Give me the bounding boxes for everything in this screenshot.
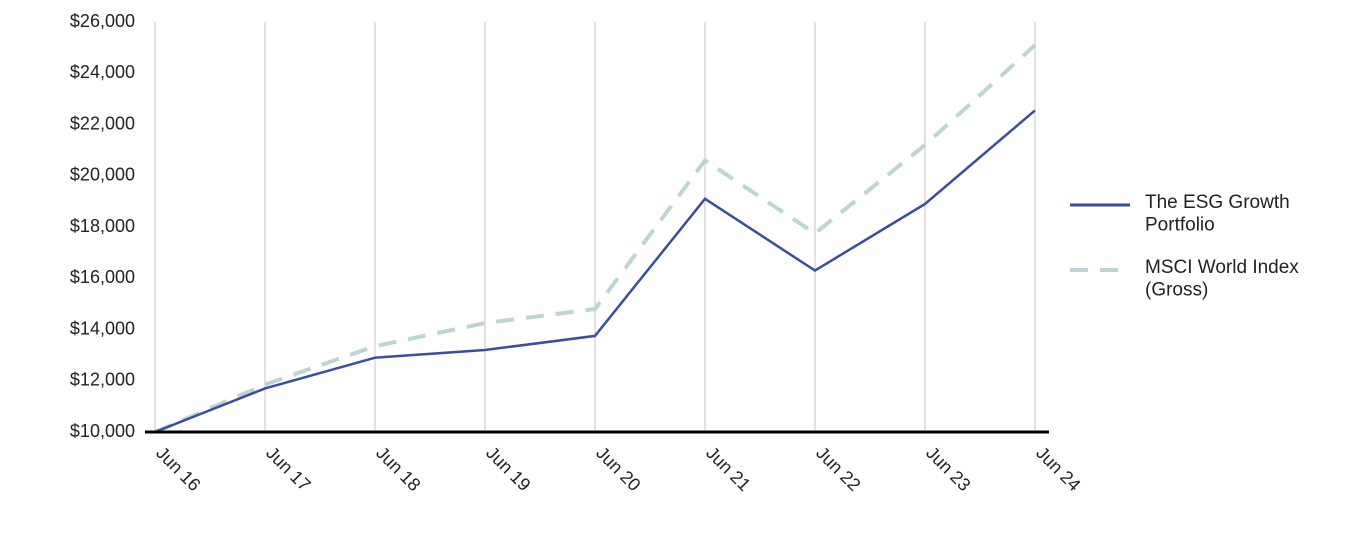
y-axis-tick-label: $14,000 bbox=[70, 318, 135, 338]
y-axis-tick-label: $12,000 bbox=[70, 370, 135, 390]
y-axis-tick-label: $22,000 bbox=[70, 113, 135, 133]
y-axis-tick-label: $26,000 bbox=[70, 11, 135, 31]
y-axis-tick-label: $16,000 bbox=[70, 267, 135, 287]
growth-chart: $10,000 $12,000 $14,000 $16,000 $18,000 $20,0… bbox=[0, 0, 1368, 540]
y-axis-tick-label: $20,000 bbox=[70, 165, 135, 185]
y-axis-tick-label: $24,000 bbox=[70, 62, 135, 82]
y-axis-tick-label: $18,000 bbox=[70, 216, 135, 236]
y-axis-tick-label: $10,000 bbox=[70, 421, 135, 441]
